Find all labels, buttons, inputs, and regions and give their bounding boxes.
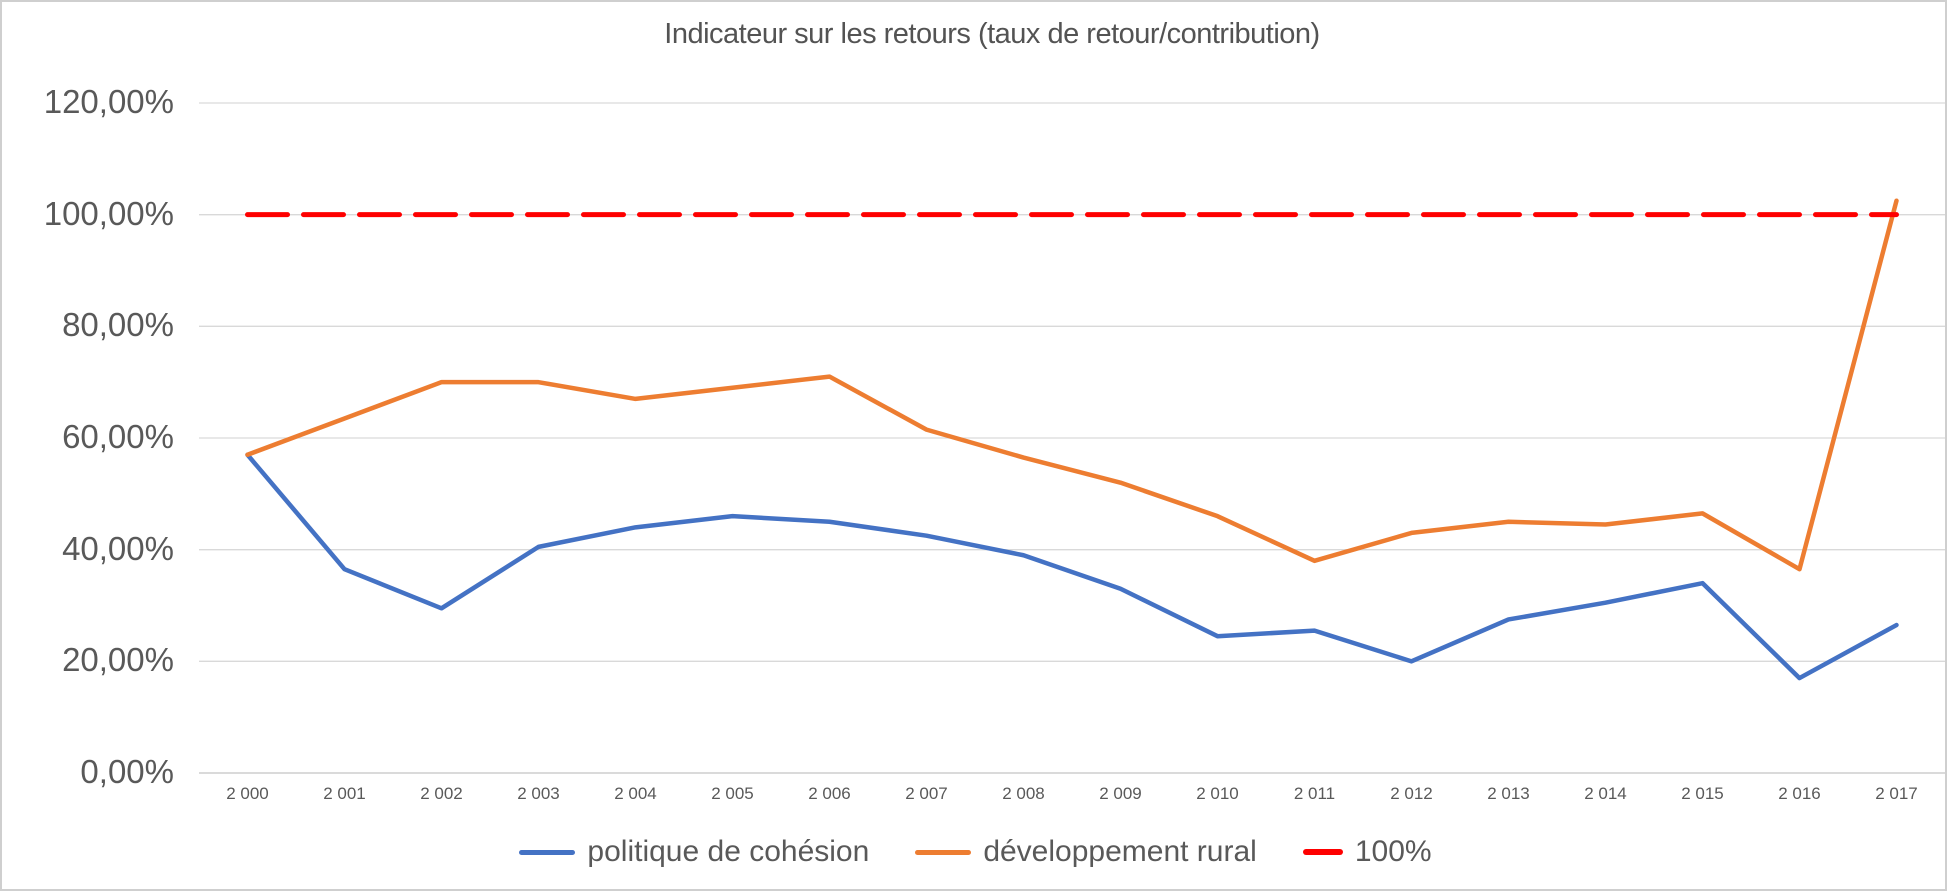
y-axis-tick-label: 100,00%	[43, 194, 174, 232]
y-axis-tick-label: 120,00%	[43, 83, 174, 120]
x-axis-label: 2 004	[614, 784, 657, 803]
series-line-politique-de-cohesion	[245, 452, 1899, 681]
legend-label: développement rural	[983, 835, 1257, 868]
x-axis-label: 2 003	[517, 784, 560, 803]
x-axis-label: 2 011	[1293, 784, 1336, 803]
x-axis-label: 2 009	[1099, 784, 1142, 803]
y-axis: 0,00% 20,00% 40,00% 60,00% 80,00% 100,00% 120,…	[2, 2, 174, 889]
x-axis-label: 2 002	[420, 784, 463, 803]
y-axis-tick-label: 80,00%	[62, 306, 174, 344]
legend-item-100: 100%	[1302, 835, 1432, 869]
legend-label: politique de cohésion	[587, 835, 870, 868]
x-axis-label: 2 012	[1390, 784, 1433, 803]
x-axis-label: 2 010	[1196, 784, 1239, 803]
legend-swatch-100	[1302, 849, 1343, 855]
x-axis-label: 2 008	[1002, 784, 1045, 803]
chart-legend: politique de cohésion développement rural…	[2, 835, 1945, 869]
y-axis-tick-label: 20,00%	[62, 641, 174, 679]
x-axis-label: 2 006	[808, 784, 851, 803]
x-axis-label: 2 000	[226, 784, 269, 803]
x-axis-label: 2 001	[323, 784, 366, 803]
legend-label: 100%	[1354, 835, 1432, 868]
x-axis-label: 2 005	[711, 784, 754, 803]
x-axis-label: 2 007	[905, 784, 948, 803]
x-axis-label: 2 015	[1681, 784, 1724, 803]
x-axis-label: 2 014	[1584, 784, 1627, 803]
legend-item-developpement-rural: développement rural	[915, 835, 1257, 869]
x-axis-label: 2 013	[1487, 784, 1530, 803]
series-line-developpement-rural	[245, 198, 1899, 572]
y-axis-tick-label: 0,00%	[80, 753, 174, 790]
legend-swatch-developpement-rural	[915, 849, 972, 855]
legend-swatch-politique-de-cohesion	[519, 849, 576, 855]
x-axis-label: 2 017	[1875, 784, 1918, 803]
legend-item-politique-de-cohesion: politique de cohésion	[519, 835, 869, 869]
x-axis-label: 2 016	[1778, 784, 1821, 803]
chart-title: Indicateur sur les retours (taux de reto…	[664, 18, 1320, 50]
y-axis-tick-label: 60,00%	[62, 418, 174, 455]
y-axis-tick-label: 40,00%	[62, 529, 174, 567]
